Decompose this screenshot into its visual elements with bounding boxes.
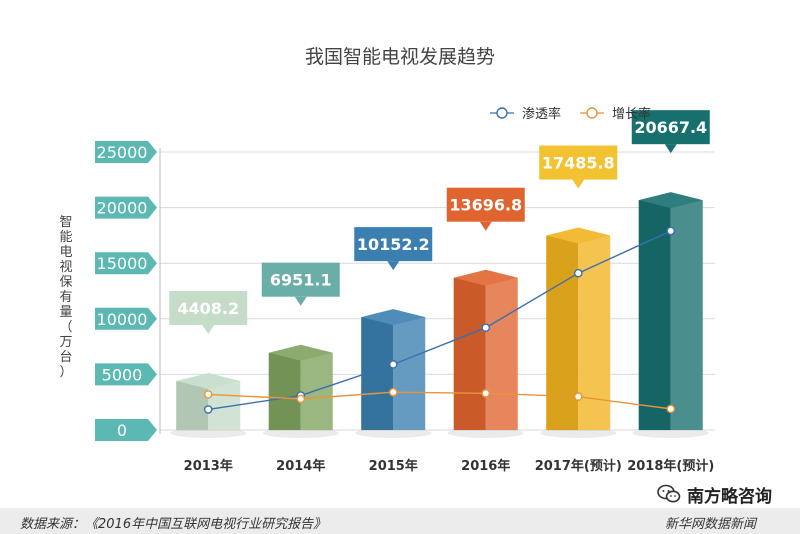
y-tick-tag [95, 363, 157, 386]
svg-text:13696.8: 13696.8 [449, 196, 522, 215]
y-tick-label: 0 [117, 421, 127, 440]
y-tick-tag [95, 307, 157, 330]
value-label: 10152.2 [354, 227, 433, 271]
svg-text:20667.4: 20667.4 [634, 118, 707, 137]
series-point [573, 392, 583, 401]
y-tick-label: 15000 [97, 254, 148, 273]
x-tick-label: 2015年 [369, 458, 418, 474]
chart-title: 我国智能电视发展趋势 [305, 46, 495, 68]
bars: 4408.2 6951.1 10152.2 13696.8 17485.8 20667.4 [169, 110, 710, 438]
series-point [388, 387, 398, 397]
series-point [481, 389, 491, 398]
legend: 渗透率 增长率 [490, 106, 651, 122]
x-tick-label: 2013年 [184, 458, 233, 474]
value-label: 4408.2 [169, 290, 248, 334]
legend-item: 渗透率 [490, 106, 561, 122]
series-point [388, 360, 398, 369]
line-series [203, 226, 676, 414]
svg-text:17485.8: 17485.8 [542, 154, 615, 173]
x-tick-label: 2018年(预计) [627, 458, 714, 474]
footer: 数据来源：《2016年中国互联网电视行业研究报告》 新华网数据新闻 [0, 508, 800, 534]
y-axis-label: 智能电视保有量（万台） [59, 215, 72, 380]
y-tick-tag [95, 252, 157, 275]
series-point [573, 268, 583, 278]
x-tick-label: 2016年 [461, 458, 510, 474]
series-point [481, 323, 491, 332]
bar [262, 344, 339, 438]
series-point [666, 404, 676, 414]
series-line [208, 391, 671, 410]
y-tick-label: 20000 [97, 199, 148, 218]
y-tick-tag [95, 141, 157, 163]
series-point [666, 226, 676, 236]
gridlines [160, 151, 715, 431]
y-tick-label: 25000 [97, 143, 148, 162]
value-label: 17485.8 [539, 145, 618, 189]
svg-text:增长率: 增长率 [612, 106, 651, 122]
x-tick-label: 2017年(预计) [535, 458, 622, 474]
bar [540, 227, 617, 438]
y-tick-label: 10000 [97, 310, 148, 329]
publisher: 新华网数据新闻 [664, 517, 756, 532]
y-tick-label: 5000 [102, 365, 143, 384]
watermark-text: 南方略咨询 [687, 486, 772, 507]
wechat-icon [657, 484, 681, 503]
y-tick-tag [95, 196, 157, 219]
y-tick-tag [95, 419, 157, 441]
x-tick-label: 2014年 [276, 458, 325, 474]
bar [355, 309, 432, 438]
value-label: 6951.1 [261, 262, 340, 306]
bar [447, 269, 524, 438]
svg-text:渗透率: 渗透率 [522, 106, 561, 122]
series-point [203, 390, 213, 399]
value-label: 13696.8 [446, 187, 525, 231]
svg-text:4408.2: 4408.2 [177, 299, 239, 318]
bar [170, 372, 247, 438]
value-label: 20667.4 [631, 110, 710, 154]
y-axis: 0 5000 10000 15000 20000 25000 [95, 141, 161, 441]
series-point [296, 394, 306, 404]
watermark: 南方略咨询 [653, 481, 776, 507]
svg-text:10152.2: 10152.2 [357, 235, 430, 254]
x-axis: 2013年 2014年 2015年 2016年 2017年(预计) 2018年(预计) [184, 458, 715, 474]
series-point [203, 405, 213, 414]
svg-text:6951.1: 6951.1 [270, 271, 332, 290]
source-note: 数据来源：《2016年中国互联网电视行业研究报告》 [20, 517, 327, 532]
legend-item: 增长率 [580, 106, 651, 122]
